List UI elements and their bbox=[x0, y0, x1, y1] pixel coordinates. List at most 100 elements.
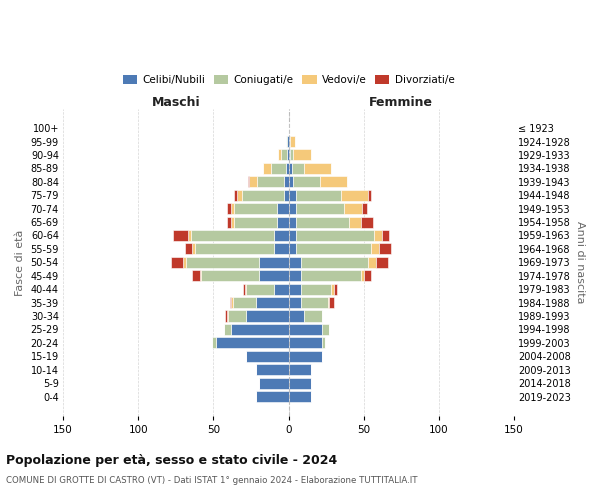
Bar bbox=[334, 284, 337, 294]
Bar bbox=[244, 284, 245, 294]
Bar bbox=[256, 297, 289, 308]
Bar bbox=[301, 297, 328, 308]
Bar bbox=[229, 310, 247, 322]
Bar bbox=[382, 230, 389, 241]
Bar bbox=[184, 257, 187, 268]
Bar bbox=[289, 176, 293, 188]
Bar bbox=[277, 203, 289, 214]
Bar bbox=[289, 190, 296, 200]
Bar bbox=[248, 176, 250, 188]
Bar bbox=[193, 244, 196, 254]
Bar bbox=[284, 176, 289, 188]
Bar bbox=[322, 338, 325, 348]
Bar bbox=[304, 310, 322, 322]
Bar bbox=[320, 176, 347, 188]
Bar bbox=[235, 203, 277, 214]
Bar bbox=[292, 163, 304, 174]
Bar bbox=[257, 176, 284, 188]
Bar bbox=[172, 257, 184, 268]
Bar bbox=[290, 136, 295, 147]
Bar bbox=[289, 230, 296, 241]
Text: Maschi: Maschi bbox=[152, 96, 200, 110]
Bar bbox=[287, 150, 289, 160]
Bar bbox=[271, 163, 286, 174]
Y-axis label: Fasce di età: Fasce di età bbox=[15, 229, 25, 296]
Bar bbox=[274, 230, 289, 241]
Bar bbox=[289, 150, 290, 160]
Bar bbox=[245, 284, 247, 294]
Bar bbox=[259, 257, 289, 268]
Bar bbox=[289, 297, 301, 308]
Bar bbox=[289, 351, 322, 362]
Bar bbox=[230, 297, 232, 308]
Bar bbox=[293, 176, 320, 188]
Bar bbox=[196, 244, 274, 254]
Bar bbox=[301, 284, 331, 294]
Bar bbox=[296, 216, 349, 228]
Bar bbox=[284, 190, 289, 200]
Bar bbox=[235, 216, 277, 228]
Bar bbox=[232, 324, 289, 335]
Bar bbox=[173, 230, 188, 241]
Bar bbox=[256, 391, 289, 402]
Bar bbox=[328, 297, 329, 308]
Bar bbox=[289, 270, 301, 281]
Bar bbox=[259, 378, 289, 388]
Bar bbox=[293, 150, 311, 160]
Bar bbox=[304, 163, 331, 174]
Bar bbox=[379, 244, 391, 254]
Bar bbox=[274, 244, 289, 254]
Bar bbox=[232, 297, 233, 308]
Bar bbox=[227, 203, 232, 214]
Bar bbox=[371, 244, 379, 254]
Bar bbox=[368, 257, 376, 268]
Bar bbox=[247, 310, 289, 322]
Text: Femmine: Femmine bbox=[370, 96, 433, 110]
Bar bbox=[185, 244, 193, 254]
Bar bbox=[247, 284, 274, 294]
Bar bbox=[202, 270, 259, 281]
Bar bbox=[289, 203, 296, 214]
Bar bbox=[289, 338, 322, 348]
Bar bbox=[362, 203, 367, 214]
Y-axis label: Anni di nascita: Anni di nascita bbox=[575, 221, 585, 304]
Bar bbox=[376, 257, 388, 268]
Bar bbox=[188, 230, 191, 241]
Bar bbox=[368, 190, 371, 200]
Bar bbox=[296, 190, 341, 200]
Bar bbox=[286, 136, 287, 147]
Bar bbox=[296, 203, 344, 214]
Bar bbox=[187, 257, 259, 268]
Bar bbox=[247, 351, 289, 362]
Bar bbox=[242, 190, 284, 200]
Bar bbox=[289, 257, 301, 268]
Bar bbox=[256, 364, 289, 375]
Bar bbox=[289, 378, 311, 388]
Bar bbox=[289, 324, 322, 335]
Bar bbox=[286, 163, 289, 174]
Bar bbox=[364, 270, 371, 281]
Bar bbox=[374, 230, 382, 241]
Bar bbox=[278, 150, 281, 160]
Text: COMUNE DI GROTTE DI CASTRO (VT) - Dati ISTAT 1° gennaio 2024 - Elaborazione TUTT: COMUNE DI GROTTE DI CASTRO (VT) - Dati I… bbox=[6, 476, 418, 485]
Bar bbox=[344, 203, 362, 214]
Bar bbox=[226, 310, 227, 322]
Bar bbox=[289, 391, 311, 402]
Bar bbox=[277, 216, 289, 228]
Bar bbox=[361, 270, 364, 281]
Bar bbox=[289, 216, 296, 228]
Bar bbox=[289, 163, 292, 174]
Bar bbox=[289, 136, 290, 147]
Bar bbox=[331, 284, 334, 294]
Bar bbox=[232, 203, 235, 214]
Bar bbox=[296, 230, 374, 241]
Bar bbox=[296, 244, 371, 254]
Text: Popolazione per età, sesso e stato civile - 2024: Popolazione per età, sesso e stato civil… bbox=[6, 454, 337, 467]
Bar bbox=[349, 216, 361, 228]
Bar bbox=[200, 270, 202, 281]
Bar bbox=[191, 230, 274, 241]
Bar bbox=[212, 338, 217, 348]
Bar bbox=[322, 324, 329, 335]
Bar bbox=[217, 338, 289, 348]
Bar bbox=[329, 297, 334, 308]
